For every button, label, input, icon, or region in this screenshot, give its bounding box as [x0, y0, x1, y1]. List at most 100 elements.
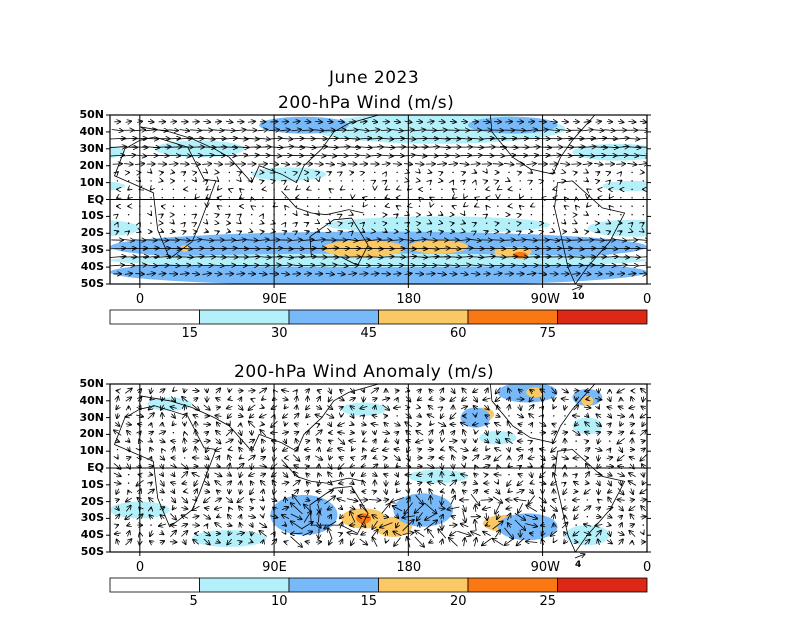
wind-vector	[325, 273, 335, 274]
wind-vector	[472, 423, 479, 425]
wind-vector	[195, 430, 196, 436]
wind-vector	[437, 273, 446, 274]
lat-label: 10S	[80, 477, 104, 491]
wind-vector	[296, 223, 298, 224]
wind-dot	[530, 222, 533, 224]
wind-vector	[189, 239, 202, 240]
wind-vector	[296, 405, 297, 410]
wind-vector	[244, 138, 259, 139]
wind-vector	[296, 396, 297, 403]
wind-dot	[127, 474, 130, 476]
wind-vector	[485, 424, 488, 425]
wind-vector	[244, 155, 258, 156]
wind-vector	[550, 121, 557, 122]
wind-vector	[392, 164, 402, 165]
wind-dot	[251, 214, 253, 216]
wind-vector	[615, 239, 626, 240]
wind-vector	[117, 197, 119, 198]
wind-dot	[116, 180, 119, 182]
wind-vector	[150, 172, 151, 173]
wind-vector	[635, 147, 647, 148]
wind-vector	[440, 413, 443, 418]
wind-vector	[445, 138, 460, 139]
wind-vector	[483, 398, 491, 400]
wind-dot	[553, 415, 555, 417]
wind-vector	[239, 172, 241, 173]
wind-vector	[240, 223, 241, 224]
wind-vector	[580, 265, 594, 266]
wind-dot	[374, 222, 376, 224]
wind-vector	[493, 273, 502, 274]
wind-vector	[215, 388, 221, 394]
wind-vector	[462, 397, 468, 401]
wind-vector	[222, 265, 236, 266]
wind-vector	[575, 223, 576, 224]
wind-vector	[458, 239, 471, 240]
wind-dot	[340, 197, 342, 199]
wind-vector	[464, 206, 465, 207]
wind-vector	[609, 197, 610, 198]
wind-vector	[227, 413, 231, 418]
wind-vector	[568, 155, 583, 156]
colorbar-tick-label: 45	[360, 326, 378, 341]
wind-vector	[583, 121, 591, 122]
wind-vector	[628, 121, 636, 122]
wind-vector	[598, 406, 600, 409]
wind-vector	[228, 399, 231, 400]
wind-vector	[218, 180, 219, 181]
wind-dot	[631, 180, 633, 182]
wind-vector	[608, 423, 611, 426]
wind-vector	[586, 172, 588, 173]
wind-vector	[336, 130, 346, 131]
wind-vector	[428, 405, 434, 409]
wind-dot	[295, 205, 298, 207]
wind-vector	[359, 273, 368, 274]
wind-vector	[236, 273, 244, 274]
wind-vector	[469, 239, 481, 240]
wind-vector	[643, 231, 644, 232]
wind-vector	[146, 273, 156, 274]
wind-dot	[586, 499, 589, 501]
wind-vector	[578, 248, 596, 249]
wind-dot	[620, 205, 622, 207]
wind-vector	[496, 415, 500, 417]
wind-vector	[617, 415, 624, 416]
wind-dot	[351, 188, 354, 191]
wind-vector	[561, 389, 569, 393]
wind-vector	[292, 121, 300, 122]
wind-vector	[513, 265, 527, 266]
wind-vector	[508, 405, 509, 411]
wind-vector	[125, 424, 132, 425]
wind-vector	[229, 389, 230, 392]
wind-vector	[486, 172, 487, 173]
wind-dot	[508, 171, 510, 174]
wind-vector	[228, 231, 231, 232]
wind-vector	[508, 388, 510, 394]
wind-dot	[362, 180, 365, 182]
wind-vector	[460, 406, 467, 409]
wind-vector	[430, 423, 432, 425]
wind-vector	[122, 239, 134, 240]
lat-label: 40S	[80, 260, 104, 274]
wind-vector	[261, 424, 264, 425]
shade-blob	[572, 417, 603, 435]
wind-vector	[217, 206, 219, 207]
wind-vector	[449, 121, 456, 122]
wind-dot	[172, 188, 175, 191]
wind-vector	[629, 407, 636, 409]
wind-vector	[212, 265, 224, 266]
wind-vector	[311, 248, 326, 249]
wind-vector	[240, 180, 241, 181]
wind-vector	[378, 155, 394, 156]
wind-vector	[110, 248, 126, 249]
wind-vector	[206, 189, 208, 190]
wind-vector	[115, 422, 120, 426]
wind-vector	[393, 423, 400, 426]
wind-vector	[441, 214, 443, 215]
wind-vector	[166, 155, 180, 156]
wind-dot	[183, 457, 186, 459]
wind-vector	[518, 424, 522, 425]
wind-dot	[564, 188, 566, 191]
wind-vector	[628, 273, 636, 274]
wind-vector	[155, 265, 169, 266]
